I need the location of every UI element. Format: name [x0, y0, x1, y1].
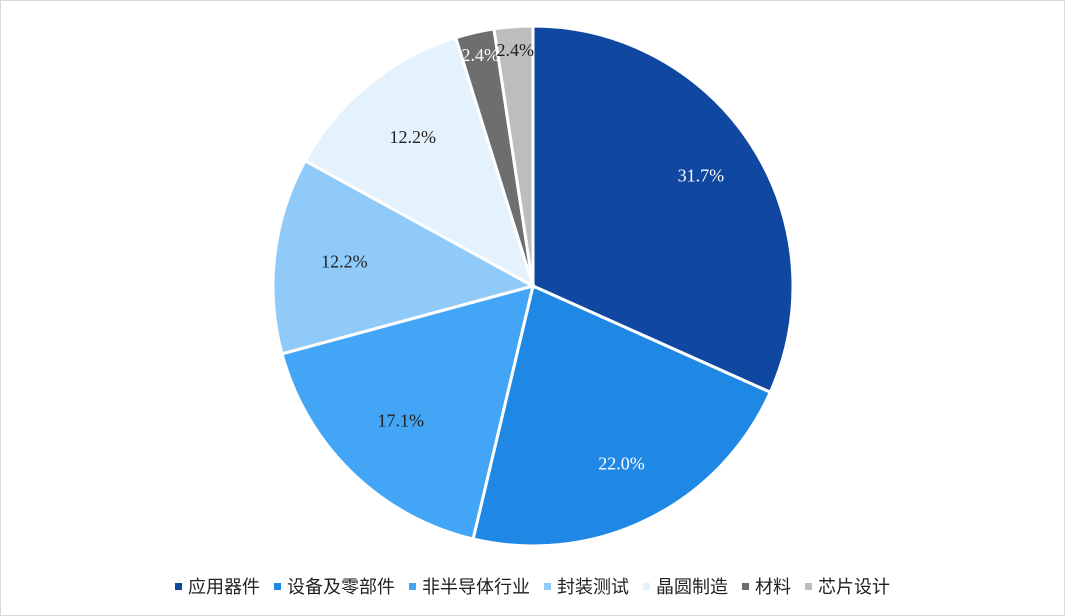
pie-data-labels: 31.7% 22.0% 17.1% 12.2% 12.2% 2.4%2.4%: [321, 40, 724, 474]
pie-slice-1: [531, 24, 795, 395]
legend-label-7: 芯片设计: [818, 577, 890, 598]
legend-swatch-3: [409, 582, 416, 590]
data-label-7: 2.4%: [497, 40, 535, 60]
legend-item-1: 应用器件: [175, 573, 260, 599]
pie-slice-5: [303, 35, 536, 290]
legend-label-1: 应用器件: [188, 577, 260, 598]
legend-swatch-4: [544, 582, 551, 590]
legend: 应用器件 设备及零部件 非半导体行业 封装测试 晶圆制造 材料 芯片设计: [1, 572, 1064, 600]
legend-swatch-5: [643, 582, 650, 590]
pie-slice-7: [492, 24, 535, 287]
legend-item-3: 非半导体行业: [409, 573, 530, 599]
legend-item-7: 芯片设计: [805, 573, 890, 599]
data-label-3: 17.1%: [378, 411, 425, 431]
legend-label-6: 材料: [755, 577, 791, 598]
data-label-6: 2.4%: [462, 45, 500, 65]
legend-label-3: 非半导体行业: [422, 577, 530, 598]
data-label-2: 22.0%: [598, 453, 645, 473]
legend-label-2: 设备及零部件: [287, 577, 395, 598]
legend-swatch-6: [742, 582, 749, 590]
data-label-1: 31.7%: [678, 165, 725, 185]
data-label-4: 12.2%: [321, 251, 368, 271]
legend-item-2: 设备及零部件: [274, 573, 395, 599]
data-label-5: 12.2%: [390, 127, 437, 147]
legend-item-4: 封装测试: [544, 573, 629, 599]
legend-item-5: 晶圆制造: [643, 573, 728, 599]
pie-slice-2: [471, 283, 773, 548]
pie-chart: 31.7% 22.0% 17.1% 12.2% 12.2% 2.4%2.4%: [271, 24, 795, 548]
legend-label-4: 封装测试: [557, 577, 629, 598]
legend-swatch-7: [805, 582, 812, 590]
pie-slice-4: [271, 158, 537, 356]
pie-slices: [271, 24, 795, 548]
pie-slice-3: [280, 283, 536, 541]
legend-item-6: 材料: [742, 573, 791, 599]
legend-label-5: 晶圆制造: [656, 577, 728, 598]
legend-swatch-1: [175, 582, 182, 590]
legend-swatch-2: [274, 582, 281, 590]
